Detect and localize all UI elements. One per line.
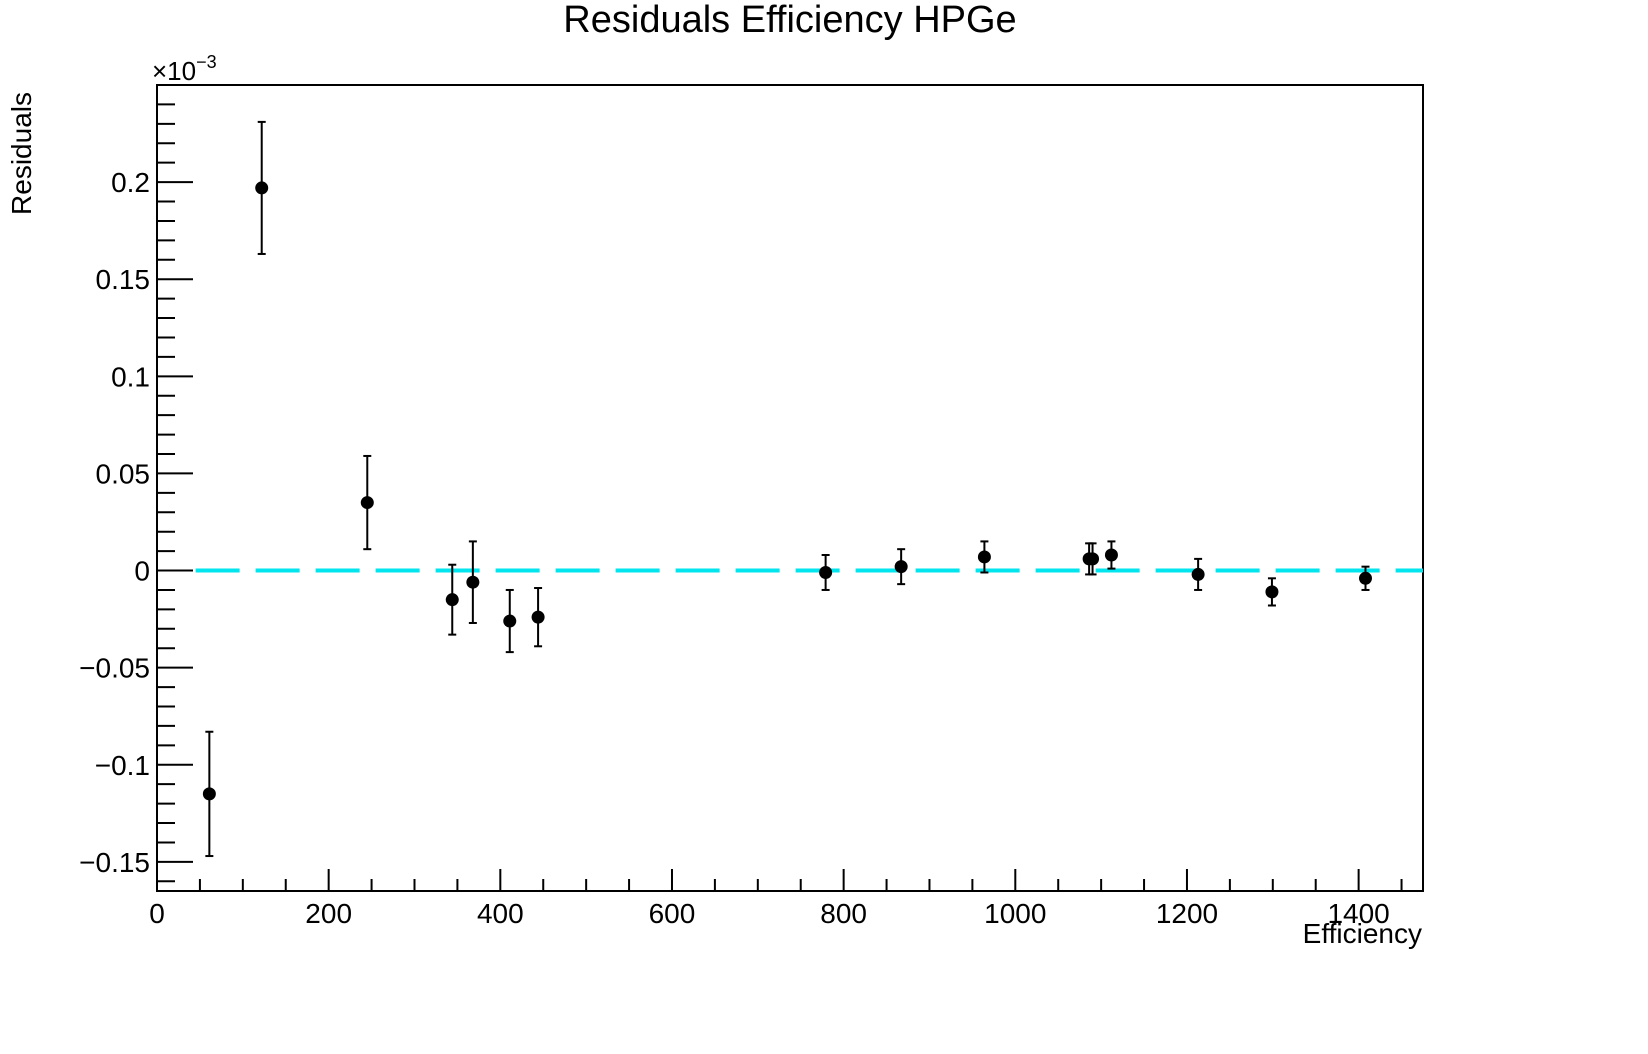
- y-tick-label: 0.15: [96, 264, 151, 295]
- data-marker: [445, 593, 459, 607]
- y-tick-label: −0.05: [79, 653, 150, 684]
- y-axis-label: Residuals: [6, 92, 37, 215]
- data-point: [1086, 542, 1100, 576]
- data-marker: [1086, 552, 1100, 566]
- data-points: [202, 120, 1372, 858]
- x-axis-ticks: 0 200 400 600 800 1000 1200 1400: [149, 869, 1403, 929]
- x-tick-label: 0: [149, 898, 165, 929]
- chart-title: Residuals Efficiency HPGe: [563, 0, 1016, 41]
- data-point: [503, 588, 517, 654]
- data-point: [1191, 557, 1205, 591]
- data-marker: [202, 787, 216, 801]
- data-marker: [466, 575, 480, 589]
- x-tick-label: 1200: [1156, 898, 1218, 929]
- y-exponent-base: ×10: [152, 56, 196, 86]
- y-axis-ticks: −0.15 −0.1 −0.05 0 0.05 0.1 0.15 0.2: [79, 84, 193, 883]
- data-point: [977, 540, 991, 574]
- data-point: [894, 548, 908, 586]
- x-tick-label: 600: [649, 898, 696, 929]
- y-tick-label: −0.15: [79, 847, 150, 878]
- data-point: [466, 540, 480, 624]
- y-tick-label: 0.2: [111, 167, 150, 198]
- data-marker: [894, 560, 908, 574]
- y-exponent-power: −3: [196, 52, 217, 72]
- x-tick-label: 1400: [1327, 898, 1389, 929]
- data-marker: [819, 565, 833, 579]
- data-marker: [531, 610, 545, 624]
- data-marker: [1104, 548, 1118, 562]
- x-tick-label: 200: [305, 898, 352, 929]
- data-marker: [503, 614, 517, 628]
- data-point: [255, 120, 269, 255]
- data-marker: [977, 550, 991, 564]
- y-axis-exponent: ×10−3: [152, 52, 217, 86]
- x-axis-label: Efficiency: [1303, 918, 1422, 949]
- data-point: [1265, 577, 1279, 607]
- svg-text:×10−3: ×10−3: [152, 52, 217, 86]
- data-point: [202, 730, 216, 858]
- data-point: [819, 554, 833, 591]
- x-tick-label: 1000: [984, 898, 1046, 929]
- data-marker: [1191, 567, 1205, 581]
- data-marker: [1358, 571, 1372, 585]
- data-marker: [360, 496, 374, 510]
- data-point: [1104, 540, 1118, 570]
- y-tick-label: −0.1: [95, 750, 150, 781]
- y-tick-label: 0.1: [111, 361, 150, 392]
- data-point: [531, 587, 545, 648]
- y-tick-label: 0: [134, 556, 150, 587]
- plot-frame: [156, 84, 1424, 892]
- data-point: [1358, 565, 1372, 591]
- y-tick-label: 0.05: [96, 458, 151, 489]
- x-tick-label: 400: [477, 898, 524, 929]
- data-marker: [255, 181, 269, 195]
- data-marker: [1265, 585, 1279, 599]
- x-tick-label: 800: [820, 898, 867, 929]
- data-point: [445, 563, 459, 636]
- data-point: [360, 454, 374, 551]
